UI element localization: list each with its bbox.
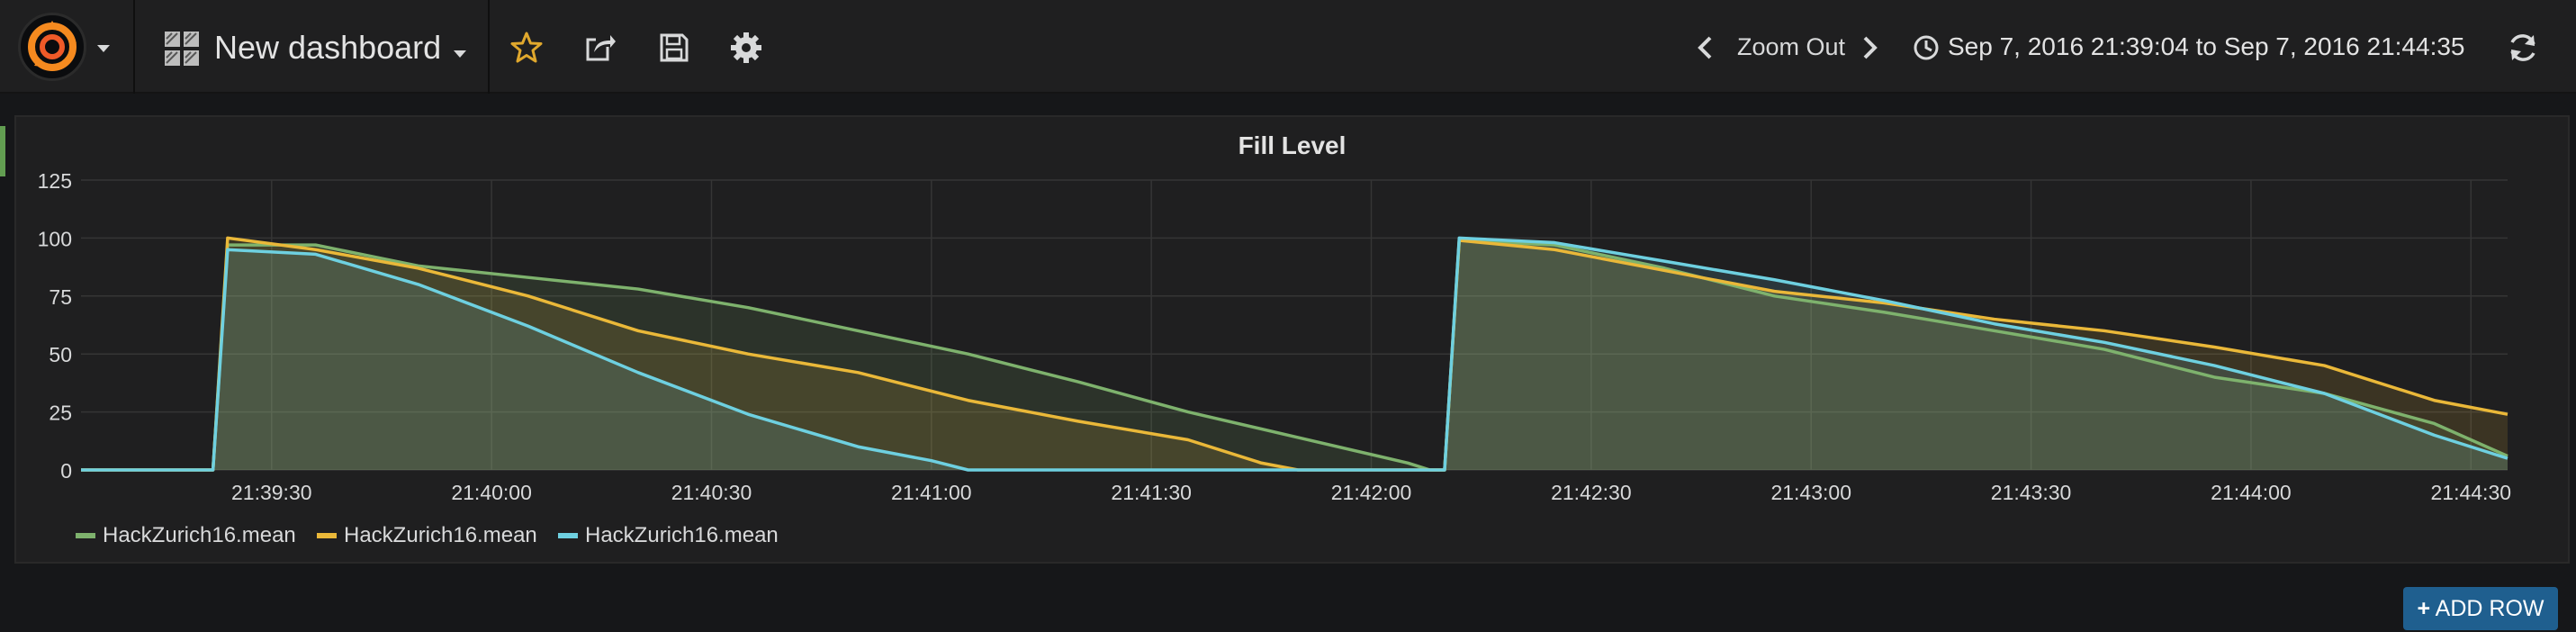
y-tick-label: 125 [38,169,72,193]
plus-icon: + [2417,596,2431,621]
gear-icon[interactable] [729,31,763,65]
y-tick-label: 100 [38,227,72,250]
chevron-down-icon[interactable] [97,45,110,52]
legend: HackZurich16.mean HackZurich16.mean HackZu… [76,523,779,547]
series-area-3 [81,238,2508,470]
star-icon[interactable] [509,31,544,65]
chart-lines [81,236,2508,472]
chevron-left-icon[interactable] [1689,31,1723,65]
x-tick-label: 21:40:30 [671,481,752,504]
top-navbar: New dashboard [0,0,2576,94]
y-axis: 0 25 50 75 100 125 [38,169,72,483]
x-tick-label: 21:41:00 [891,481,972,504]
chevron-right-icon[interactable] [1852,31,1887,65]
x-tick-label: 21:43:30 [1991,481,2072,504]
x-tick-label: 21:44:00 [2211,481,2292,504]
logo-menu[interactable] [0,0,135,94]
legend-label-1: HackZurich16.mean [103,523,296,547]
add-row-label: ADD ROW [2435,596,2544,621]
legend-label-3: HackZurich16.mean [585,523,779,547]
series-line-2 [81,236,2508,472]
y-tick-label: 25 [49,402,72,425]
x-tick-label: 21:39:30 [231,481,312,504]
legend-swatch-3 [558,533,578,538]
panel-title[interactable]: Fill Level [1238,131,1347,159]
series-line-3 [81,236,2508,472]
x-tick-label: 21:42:00 [1331,481,1412,504]
series-area-2 [81,238,2508,470]
row-collapse-handle[interactable] [0,126,5,176]
graph-panel: Fill Level 0 25 50 75 100 125 21:39:30 21:40:0… [14,115,2570,564]
y-tick-label: 75 [49,285,72,309]
legend-swatch-2 [317,533,337,538]
dashboard-title[interactable]: New dashboard [214,29,442,66]
zoom-out-button[interactable]: Zoom Out [1737,33,1846,60]
x-tick-label: 21:44:30 [2431,481,2512,504]
legend-label-2: HackZurich16.mean [344,523,537,547]
chart-grid [81,179,2508,471]
x-axis: 21:39:30 21:40:00 21:40:30 21:41:00 21:41:30… [231,481,2511,504]
y-tick-label: 0 [60,459,72,483]
save-icon[interactable] [657,31,691,65]
chevron-down-icon[interactable] [454,50,466,58]
add-row-button[interactable]: + ADD ROW [2403,587,2558,630]
x-tick-label: 21:41:30 [1111,481,1192,504]
legend-swatch-1 [76,533,95,538]
y-tick-label: 50 [49,343,72,366]
refresh-icon[interactable] [2506,31,2540,65]
share-icon[interactable] [583,31,617,65]
dashboard-picker[interactable]: New dashboard [137,0,490,94]
clock-icon[interactable] [1912,33,1941,62]
grafana-logo-icon[interactable] [18,13,86,81]
x-tick-label: 21:42:30 [1551,481,1632,504]
dashboard-grid-icon [164,31,200,67]
time-range-picker[interactable]: Sep 7, 2016 21:39:04 to Sep 7, 2016 21:4… [1948,32,2465,60]
x-tick-label: 21:40:00 [451,481,532,504]
series-line-1 [81,239,2508,472]
x-tick-label: 21:43:00 [1770,481,1851,504]
